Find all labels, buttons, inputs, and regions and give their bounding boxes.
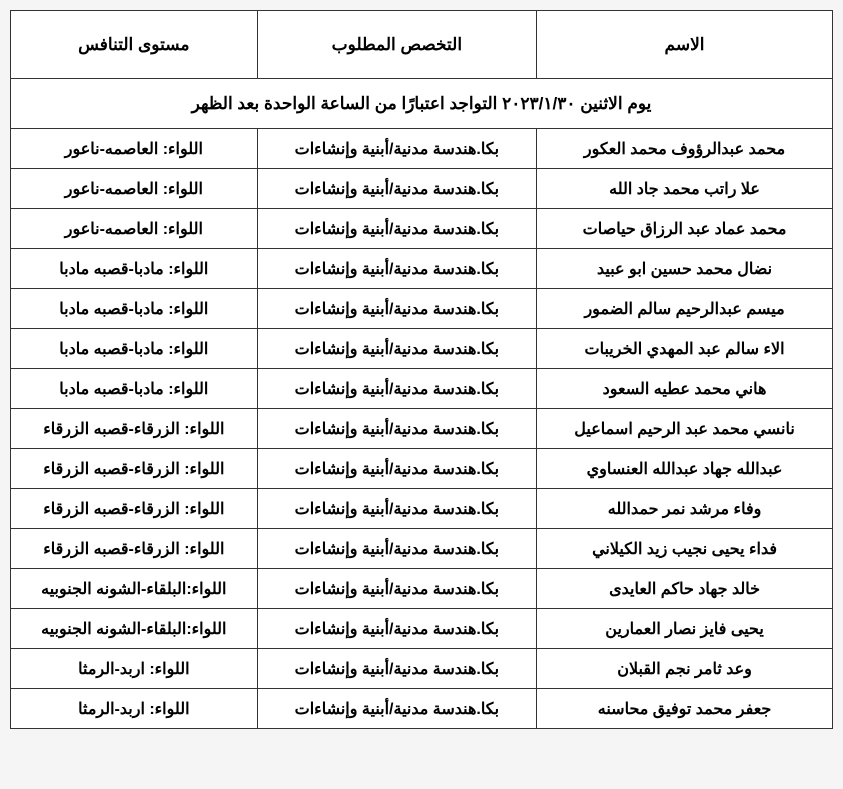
cell-spec: بكا.هندسة مدنية/أبنية وإنشاءات	[257, 609, 536, 649]
cell-name: محمد عماد عبد الرزاق حياصات	[537, 209, 833, 249]
col-name: الاسم	[537, 11, 833, 79]
cell-level: اللواء: الزرقاء-قصبه الزرقاء	[11, 449, 258, 489]
cell-spec: بكا.هندسة مدنية/أبنية وإنشاءات	[257, 369, 536, 409]
table-row: جعفر محمد توفيق محاسنهبكا.هندسة مدنية/أب…	[11, 689, 833, 729]
cell-spec: بكا.هندسة مدنية/أبنية وإنشاءات	[257, 209, 536, 249]
table-row: محمد عبدالرؤوف محمد العكوربكا.هندسة مدني…	[11, 129, 833, 169]
table-row: ميسم عبدالرحيم سالم الضموربكا.هندسة مدني…	[11, 289, 833, 329]
cell-spec: بكا.هندسة مدنية/أبنية وإنشاءات	[257, 529, 536, 569]
cell-level: اللواء: مادبا-قصبه مادبا	[11, 249, 258, 289]
cell-name: هاني محمد عطيه السعود	[537, 369, 833, 409]
cell-spec: بكا.هندسة مدنية/أبنية وإنشاءات	[257, 129, 536, 169]
cell-name: نانسي محمد عبد الرحيم اسماعيل	[537, 409, 833, 449]
cell-level: اللواء: العاصمه-ناعور	[11, 129, 258, 169]
table-container: الاسم التخصص المطلوب مستوى التنافس يوم ا…	[10, 10, 833, 729]
table-row: هاني محمد عطيه السعودبكا.هندسة مدنية/أبن…	[11, 369, 833, 409]
table-body: محمد عبدالرؤوف محمد العكوربكا.هندسة مدني…	[11, 129, 833, 729]
cell-level: اللواء: الزرقاء-قصبه الزرقاء	[11, 489, 258, 529]
col-level: مستوى التنافس	[11, 11, 258, 79]
cell-name: وعد ثامر نجم القبلان	[537, 649, 833, 689]
table-row: وعد ثامر نجم القبلانبكا.هندسة مدنية/أبني…	[11, 649, 833, 689]
cell-spec: بكا.هندسة مدنية/أبنية وإنشاءات	[257, 569, 536, 609]
cell-level: اللواء: اربد-الرمثا	[11, 689, 258, 729]
cell-name: الاء سالم عبد المهدي الخريبات	[537, 329, 833, 369]
cell-level: اللواء: اربد-الرمثا	[11, 649, 258, 689]
cell-spec: بكا.هندسة مدنية/أبنية وإنشاءات	[257, 289, 536, 329]
table-row: فداء يحيى نجيب زيد الكيلانيبكا.هندسة مدن…	[11, 529, 833, 569]
cell-name: يحيى فايز نصار العمارين	[537, 609, 833, 649]
cell-spec: بكا.هندسة مدنية/أبنية وإنشاءات	[257, 169, 536, 209]
cell-spec: بكا.هندسة مدنية/أبنية وإنشاءات	[257, 649, 536, 689]
cell-level: اللواء: الزرقاء-قصبه الزرقاء	[11, 409, 258, 449]
cell-name: فداء يحيى نجيب زيد الكيلاني	[537, 529, 833, 569]
cell-level: اللواء: العاصمه-ناعور	[11, 209, 258, 249]
cell-spec: بكا.هندسة مدنية/أبنية وإنشاءات	[257, 329, 536, 369]
cell-level: اللواء: مادبا-قصبه مادبا	[11, 289, 258, 329]
cell-name: وفاء مرشد نمر حمدالله	[537, 489, 833, 529]
table-row: وفاء مرشد نمر حمداللهبكا.هندسة مدنية/أبن…	[11, 489, 833, 529]
candidates-table: الاسم التخصص المطلوب مستوى التنافس يوم ا…	[10, 10, 833, 729]
table-header: الاسم التخصص المطلوب مستوى التنافس يوم ا…	[11, 11, 833, 129]
cell-spec: بكا.هندسة مدنية/أبنية وإنشاءات	[257, 449, 536, 489]
schedule-banner: يوم الاثنين ٢٠٢٣/١/٣٠ التواجد اعتبارًا م…	[11, 79, 833, 129]
table-row: الاء سالم عبد المهدي الخريباتبكا.هندسة م…	[11, 329, 833, 369]
cell-level: اللواء: العاصمه-ناعور	[11, 169, 258, 209]
table-row: نانسي محمد عبد الرحيم اسماعيلبكا.هندسة م…	[11, 409, 833, 449]
cell-spec: بكا.هندسة مدنية/أبنية وإنشاءات	[257, 249, 536, 289]
table-row: يحيى فايز نصار العمارينبكا.هندسة مدنية/أ…	[11, 609, 833, 649]
cell-name: محمد عبدالرؤوف محمد العكور	[537, 129, 833, 169]
cell-level: اللواء: مادبا-قصبه مادبا	[11, 329, 258, 369]
cell-level: اللواء: مادبا-قصبه مادبا	[11, 369, 258, 409]
cell-name: علا راتب محمد جاد الله	[537, 169, 833, 209]
cell-level: اللواء: الزرقاء-قصبه الزرقاء	[11, 529, 258, 569]
cell-name: خالد جهاد حاكم العايدى	[537, 569, 833, 609]
cell-name: جعفر محمد توفيق محاسنه	[537, 689, 833, 729]
table-row: عبدالله جهاد عبدالله العنساويبكا.هندسة م…	[11, 449, 833, 489]
table-row: خالد جهاد حاكم العايدىبكا.هندسة مدنية/أب…	[11, 569, 833, 609]
cell-spec: بكا.هندسة مدنية/أبنية وإنشاءات	[257, 689, 536, 729]
cell-spec: بكا.هندسة مدنية/أبنية وإنشاءات	[257, 489, 536, 529]
cell-level: اللواء:البلقاء-الشونه الجنوبيه	[11, 609, 258, 649]
cell-name: ميسم عبدالرحيم سالم الضمور	[537, 289, 833, 329]
cell-name: عبدالله جهاد عبدالله العنساوي	[537, 449, 833, 489]
table-row: محمد عماد عبد الرزاق حياصاتبكا.هندسة مدن…	[11, 209, 833, 249]
cell-spec: بكا.هندسة مدنية/أبنية وإنشاءات	[257, 409, 536, 449]
table-row: نضال محمد حسين ابو عبيدبكا.هندسة مدنية/أ…	[11, 249, 833, 289]
table-row: علا راتب محمد جاد اللهبكا.هندسة مدنية/أب…	[11, 169, 833, 209]
cell-name: نضال محمد حسين ابو عبيد	[537, 249, 833, 289]
col-spec: التخصص المطلوب	[257, 11, 536, 79]
cell-level: اللواء:البلقاء-الشونه الجنوبيه	[11, 569, 258, 609]
